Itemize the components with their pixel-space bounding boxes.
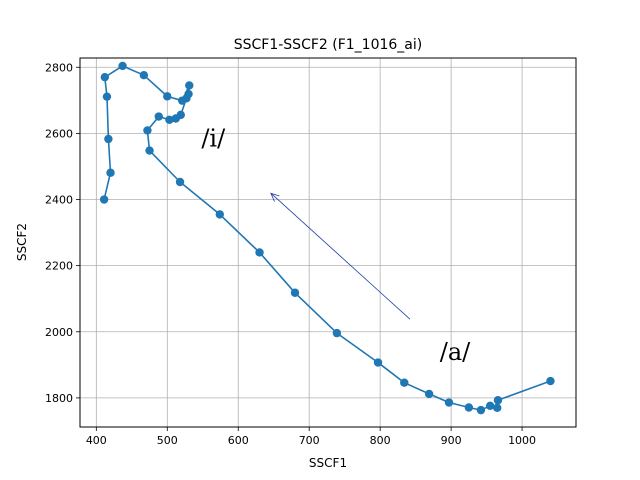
data-point: [485, 401, 495, 411]
x-tick-label: 500: [157, 434, 178, 447]
arrow-shaft: [270, 192, 411, 320]
data-point: [255, 248, 264, 257]
data-point: [290, 288, 300, 297]
data-point: [424, 389, 434, 399]
data-point: [177, 96, 187, 105]
x-axis-label: SSCF1: [309, 456, 347, 470]
data-point: [464, 403, 474, 412]
y-tick-label: 1800: [45, 392, 73, 405]
x-tick-label: 700: [299, 434, 320, 447]
data-point: [106, 168, 115, 177]
y-axis-label: SSCF2: [15, 223, 29, 261]
data-point: [100, 72, 110, 82]
data-point: [102, 92, 112, 101]
data-point: [493, 396, 503, 405]
data-point: [215, 210, 224, 219]
y-tick-label: 2600: [45, 127, 73, 140]
data-point: [176, 110, 185, 120]
data-point: [444, 398, 454, 407]
grid-layer: [80, 58, 576, 427]
data-point: [165, 115, 174, 125]
data-point: [184, 89, 193, 99]
data-point: [145, 146, 154, 155]
data-point: [476, 405, 486, 415]
y-tick-label: 2800: [45, 61, 73, 74]
data-point: [373, 358, 383, 367]
data-point: [154, 112, 163, 121]
x-tick-label: 1000: [508, 434, 536, 447]
chart-title: SSCF1-SSCF2 (F1_1016_ai): [234, 37, 423, 53]
y-tick-label: 2400: [45, 194, 73, 207]
data-point: [143, 126, 152, 135]
x-tick-label: 900: [441, 434, 462, 447]
data-point: [400, 378, 409, 387]
series-layer: [99, 61, 555, 415]
y-tick-label: 2200: [45, 260, 73, 273]
y-tick-label: 2000: [45, 326, 73, 339]
annotation-label: /a/: [440, 338, 471, 366]
tick-layer: 400 500 600 700 800 900 1000 1800 2000 2200 2400 26…: [45, 61, 536, 447]
data-point: [118, 61, 127, 71]
arrow-head: [270, 192, 280, 202]
x-tick-label: 600: [228, 434, 249, 447]
data-point: [185, 81, 194, 90]
data-point: [332, 328, 342, 338]
x-tick-label: 400: [86, 434, 107, 447]
x-tick-label: 800: [370, 434, 391, 447]
plot-frame: [79, 57, 577, 428]
data-point: [175, 177, 185, 187]
data-point: [99, 195, 109, 204]
data-point: [163, 92, 172, 101]
data-point: [493, 403, 502, 413]
data-point: [104, 134, 113, 144]
data-point: [546, 376, 555, 386]
annotation-layer: /i/ /a/: [201, 125, 471, 366]
annotation-label: /i/: [201, 125, 226, 153]
data-point: [139, 70, 149, 80]
